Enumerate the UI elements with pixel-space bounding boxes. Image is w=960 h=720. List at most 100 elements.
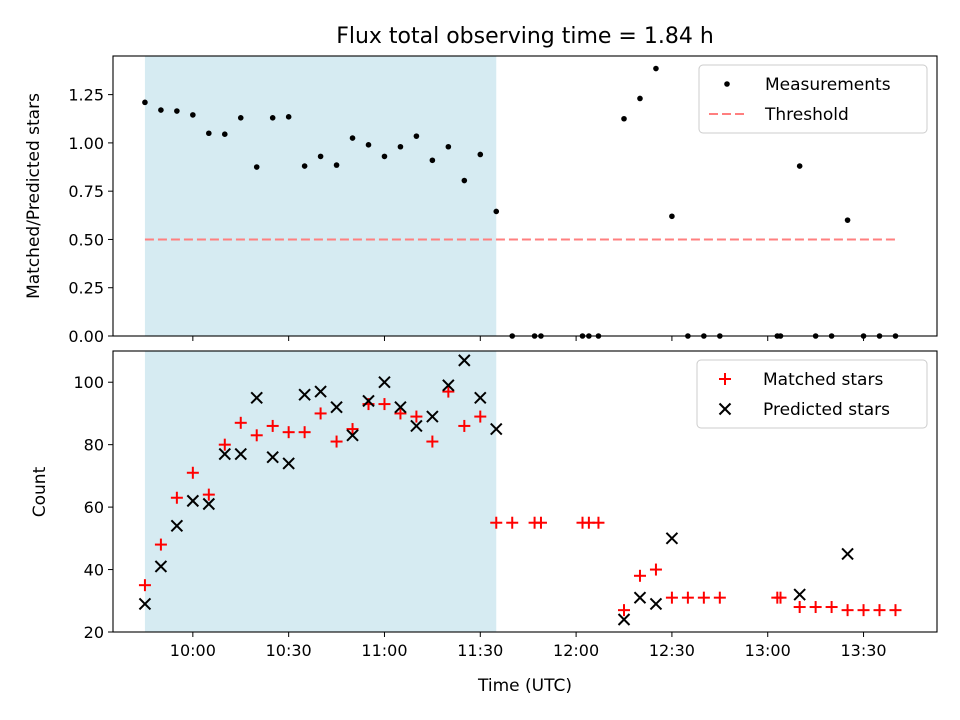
measurement-point bbox=[413, 133, 420, 139]
x-stroke bbox=[474, 391, 487, 405]
predicted-star-point bbox=[282, 457, 295, 470]
x-stroke bbox=[426, 410, 439, 423]
x-stroke bbox=[346, 429, 359, 442]
y-tick-label: 0.75 bbox=[68, 182, 104, 201]
matched-star-point bbox=[665, 591, 678, 604]
x-stroke bbox=[282, 457, 295, 470]
x-stroke bbox=[186, 494, 200, 508]
matched-star-point bbox=[793, 601, 806, 614]
matched-star-point bbox=[298, 426, 311, 439]
matched-star-point bbox=[154, 538, 167, 551]
measurement-point bbox=[253, 164, 260, 170]
x-stroke bbox=[718, 402, 732, 416]
count-y-axis-label: Count bbox=[30, 466, 50, 517]
predicted-star-point bbox=[234, 447, 247, 461]
predicted-star-point bbox=[490, 422, 503, 436]
predicted-star-point bbox=[649, 597, 663, 611]
legend-measurement-swatch bbox=[724, 81, 730, 87]
x-stroke bbox=[649, 597, 663, 611]
x-stroke bbox=[793, 588, 806, 601]
measurement-point bbox=[285, 114, 292, 120]
matched-star-point bbox=[330, 435, 343, 448]
predicted-star-point bbox=[378, 376, 391, 389]
x-stroke bbox=[841, 547, 854, 561]
y-tick-label: 1.25 bbox=[68, 86, 104, 105]
x-stroke bbox=[138, 597, 152, 611]
matched-star-point bbox=[170, 491, 183, 504]
legend-label: Matched stars bbox=[763, 370, 883, 390]
measurement-point bbox=[796, 163, 803, 169]
predicted-star-point bbox=[186, 494, 200, 508]
x-stroke bbox=[330, 400, 343, 414]
x-stroke bbox=[314, 385, 327, 398]
count-y-axis: 20 40 60 80 100 bbox=[73, 373, 113, 642]
predicted-star-point bbox=[410, 419, 423, 433]
predicted-star-point bbox=[154, 560, 168, 573]
legend-box bbox=[698, 64, 928, 134]
measurement-point bbox=[349, 135, 356, 141]
predicted-star-point bbox=[841, 547, 854, 561]
y-tick-label: 100 bbox=[73, 373, 104, 392]
matched-star-point bbox=[841, 604, 854, 617]
predicted-star-point bbox=[346, 429, 359, 442]
x-tick-label: 13:00 bbox=[745, 641, 791, 660]
matched-star-point bbox=[825, 601, 838, 614]
measurement-point bbox=[429, 157, 436, 164]
y-tick-label: 40 bbox=[84, 561, 104, 580]
measurement-point bbox=[301, 163, 308, 169]
observing-interval-shade bbox=[144, 56, 497, 336]
y-tick-label: 0.50 bbox=[68, 230, 104, 249]
measurement-point bbox=[174, 108, 180, 114]
measurement-point bbox=[397, 143, 404, 150]
measurement-point bbox=[237, 114, 244, 121]
predicted-star-point bbox=[218, 447, 231, 461]
matched-star-point bbox=[378, 398, 391, 411]
matched-star-point bbox=[218, 438, 231, 451]
predicted-star-point bbox=[266, 450, 279, 464]
ratio-y-axis-label: Matched/Predicted stars bbox=[24, 93, 44, 299]
x-axis-label: Time (UTC) bbox=[477, 676, 572, 696]
y-tick-label: 20 bbox=[84, 623, 104, 642]
x-stroke bbox=[665, 532, 679, 545]
predicted-star-point bbox=[665, 532, 679, 545]
x-tick-label: 10:30 bbox=[266, 641, 312, 660]
measurement-point bbox=[461, 177, 468, 184]
measurement-point bbox=[493, 208, 500, 215]
predicted-star-point bbox=[138, 597, 152, 611]
x-stroke bbox=[394, 400, 407, 414]
measurement-point bbox=[333, 162, 340, 168]
predicted-star-point bbox=[617, 613, 631, 626]
matched-star-point bbox=[442, 385, 455, 398]
x-stroke bbox=[442, 379, 455, 392]
matched-star-point bbox=[774, 591, 787, 604]
matched-star-point bbox=[809, 601, 822, 614]
predicted-star-point bbox=[458, 354, 471, 367]
x-tick-label: 11:30 bbox=[457, 641, 503, 660]
measurement-point bbox=[844, 217, 851, 223]
measurement-point bbox=[445, 143, 452, 150]
x-tick-label: 13:30 bbox=[840, 641, 886, 660]
matched-star-point bbox=[697, 591, 710, 604]
matched-star-point bbox=[618, 604, 631, 617]
predicted-star-point bbox=[298, 388, 311, 401]
matched-star-point bbox=[873, 604, 886, 617]
x-stroke bbox=[234, 447, 247, 461]
measurement-point bbox=[669, 213, 675, 220]
predicted-star-point bbox=[202, 497, 216, 511]
matched-star-point bbox=[506, 516, 519, 529]
x-stroke bbox=[490, 422, 503, 436]
x-stroke bbox=[410, 419, 423, 433]
observing-interval-shade bbox=[144, 351, 497, 632]
legend-label: Predicted stars bbox=[763, 400, 890, 420]
x-axis: 10:00 10:30 11:00 11:30 12:00 12:30 13:00 13:30 bbox=[170, 632, 887, 660]
matched-star-point bbox=[713, 591, 726, 604]
measurement-point bbox=[365, 142, 372, 148]
measurement-point bbox=[621, 115, 627, 122]
predicted-star-point bbox=[793, 588, 806, 601]
matched-star-point bbox=[490, 516, 503, 529]
matched-star-point bbox=[458, 419, 471, 432]
x-tick-label: 10:00 bbox=[170, 641, 216, 660]
measurement-point bbox=[381, 153, 388, 160]
matched-star-point bbox=[534, 516, 547, 529]
